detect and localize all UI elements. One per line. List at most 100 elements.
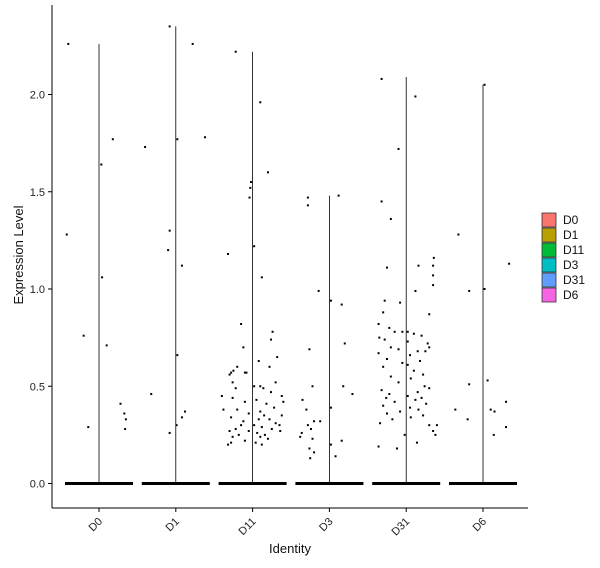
- point-D3: [317, 289, 320, 292]
- point-D3: [351, 393, 354, 396]
- points-layer: [65, 25, 511, 460]
- point-D6: [489, 408, 492, 411]
- point-D11: [234, 387, 237, 390]
- point-D31: [380, 200, 383, 203]
- point-D11: [263, 414, 266, 417]
- point-D31: [420, 334, 423, 337]
- point-D3: [342, 385, 345, 388]
- point-D11: [271, 330, 274, 333]
- point-D31: [432, 256, 435, 259]
- point-D31: [432, 429, 435, 432]
- point-D6: [493, 410, 496, 413]
- point-D31: [409, 354, 412, 357]
- point-D11: [268, 418, 271, 421]
- point-D31: [422, 414, 425, 417]
- point-D11: [259, 101, 262, 104]
- point-D1: [191, 42, 194, 45]
- point-D0: [82, 334, 85, 337]
- point-D31: [420, 396, 423, 399]
- point-D1: [184, 410, 187, 413]
- point-D11: [234, 50, 237, 53]
- point-D31: [386, 412, 388, 415]
- point-D11: [240, 424, 243, 427]
- point-D31: [395, 447, 398, 450]
- point-D31: [385, 396, 388, 399]
- point-D3: [308, 348, 311, 351]
- point-D31: [397, 147, 400, 150]
- point-D1: [168, 431, 171, 434]
- point-D31: [391, 418, 394, 421]
- point-D31: [409, 406, 412, 409]
- point-D11: [236, 365, 239, 368]
- point-D31: [414, 398, 417, 401]
- point-D31: [378, 336, 381, 339]
- point-D11: [260, 443, 263, 446]
- point-D31: [397, 348, 400, 351]
- point-D3: [340, 439, 343, 442]
- point-D11: [255, 398, 258, 401]
- point-D6: [486, 379, 489, 382]
- point-D3: [329, 406, 332, 409]
- point-D11: [257, 418, 260, 421]
- point-D11: [230, 441, 233, 444]
- point-D11: [240, 323, 243, 326]
- point-D6: [483, 288, 486, 290]
- point-D3: [337, 194, 340, 197]
- point-D11: [280, 394, 283, 397]
- point-D1: [167, 249, 170, 252]
- point-D1: [180, 416, 183, 419]
- point-D11: [220, 394, 223, 397]
- point-D31: [401, 361, 404, 364]
- legend-swatch-D1: [541, 227, 557, 243]
- point-D31: [386, 266, 388, 269]
- point-D11: [249, 186, 252, 189]
- point-D11: [248, 196, 251, 199]
- point-D1: [203, 136, 206, 139]
- y-tick-label: 0.0: [30, 479, 45, 491]
- legend-label-D1: D1: [563, 228, 579, 242]
- point-D6: [505, 400, 508, 403]
- point-D3: [311, 385, 314, 388]
- point-D31: [389, 375, 392, 378]
- point-D11: [259, 385, 262, 388]
- point-D11: [222, 408, 225, 411]
- point-D31: [379, 422, 382, 425]
- point-D1: [180, 264, 183, 267]
- point-D0: [124, 428, 127, 431]
- point-D6: [483, 83, 486, 86]
- point-D11: [250, 181, 253, 184]
- point-D6: [508, 262, 511, 265]
- legend-swatch-D3: [541, 257, 557, 273]
- point-D31: [417, 408, 420, 411]
- x-axis-title: Identity: [269, 541, 311, 556]
- point-D31: [412, 332, 415, 335]
- point-D0: [105, 344, 108, 347]
- point-D31: [386, 358, 388, 361]
- point-D0: [100, 163, 103, 166]
- violin-layer: [65, 26, 517, 485]
- point-D31: [401, 330, 404, 333]
- point-D3: [308, 447, 311, 450]
- point-D11: [260, 276, 263, 279]
- point-D11: [270, 391, 273, 394]
- point-D31: [382, 404, 385, 407]
- point-D31: [428, 313, 431, 316]
- point-D11: [265, 402, 268, 405]
- point-D6: [466, 418, 469, 421]
- point-D0: [124, 418, 127, 421]
- point-D1: [144, 146, 147, 149]
- point-D31: [416, 350, 419, 353]
- point-D31: [425, 402, 428, 405]
- point-D11: [273, 406, 276, 409]
- point-D31: [415, 441, 418, 444]
- point-D6: [505, 426, 508, 429]
- point-D31: [393, 330, 396, 333]
- point-D11: [231, 396, 234, 399]
- point-D1: [168, 25, 171, 28]
- legend-label-D3: D3: [563, 258, 579, 272]
- point-D1: [175, 424, 178, 427]
- point-D3: [300, 431, 303, 434]
- point-D31: [432, 264, 435, 267]
- point-D31: [434, 433, 437, 436]
